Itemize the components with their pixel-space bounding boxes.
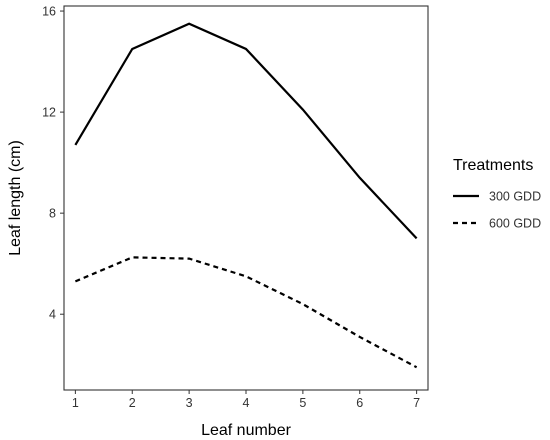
x-axis: 1 2 3 4 5 6 7 bbox=[72, 390, 420, 410]
legend-label-0: 300 GDD bbox=[489, 190, 541, 204]
x-tick-label: 4 bbox=[243, 396, 250, 410]
x-tick-label: 1 bbox=[72, 396, 79, 410]
x-tick-label: 2 bbox=[129, 396, 136, 410]
legend-items: 300 GDD 600 GDD bbox=[453, 190, 541, 231]
x-tick-label: 5 bbox=[299, 396, 306, 410]
series-lines bbox=[74, 22, 418, 369]
legend: Treatments 300 GDD 600 GDD bbox=[453, 157, 541, 231]
plot-panel bbox=[63, 5, 429, 391]
y-tick-label: 8 bbox=[49, 207, 56, 221]
y-tick-label: 16 bbox=[42, 5, 56, 19]
legend-title: Treatments bbox=[453, 157, 533, 174]
x-tick-label: 7 bbox=[413, 396, 420, 410]
x-axis-title: Leaf number bbox=[201, 422, 292, 439]
x-tick-label: 3 bbox=[186, 396, 193, 410]
series-line-0 bbox=[74, 22, 418, 240]
x-tick-label: 6 bbox=[356, 396, 363, 410]
series-line-1 bbox=[74, 256, 418, 369]
y-axis-title: Leaf length (cm) bbox=[7, 140, 24, 256]
legend-label-1: 600 GDD bbox=[489, 217, 541, 231]
y-tick-label: 4 bbox=[49, 308, 56, 322]
y-tick-label: 12 bbox=[42, 106, 56, 120]
y-axis: 4 8 12 16 bbox=[42, 5, 64, 322]
